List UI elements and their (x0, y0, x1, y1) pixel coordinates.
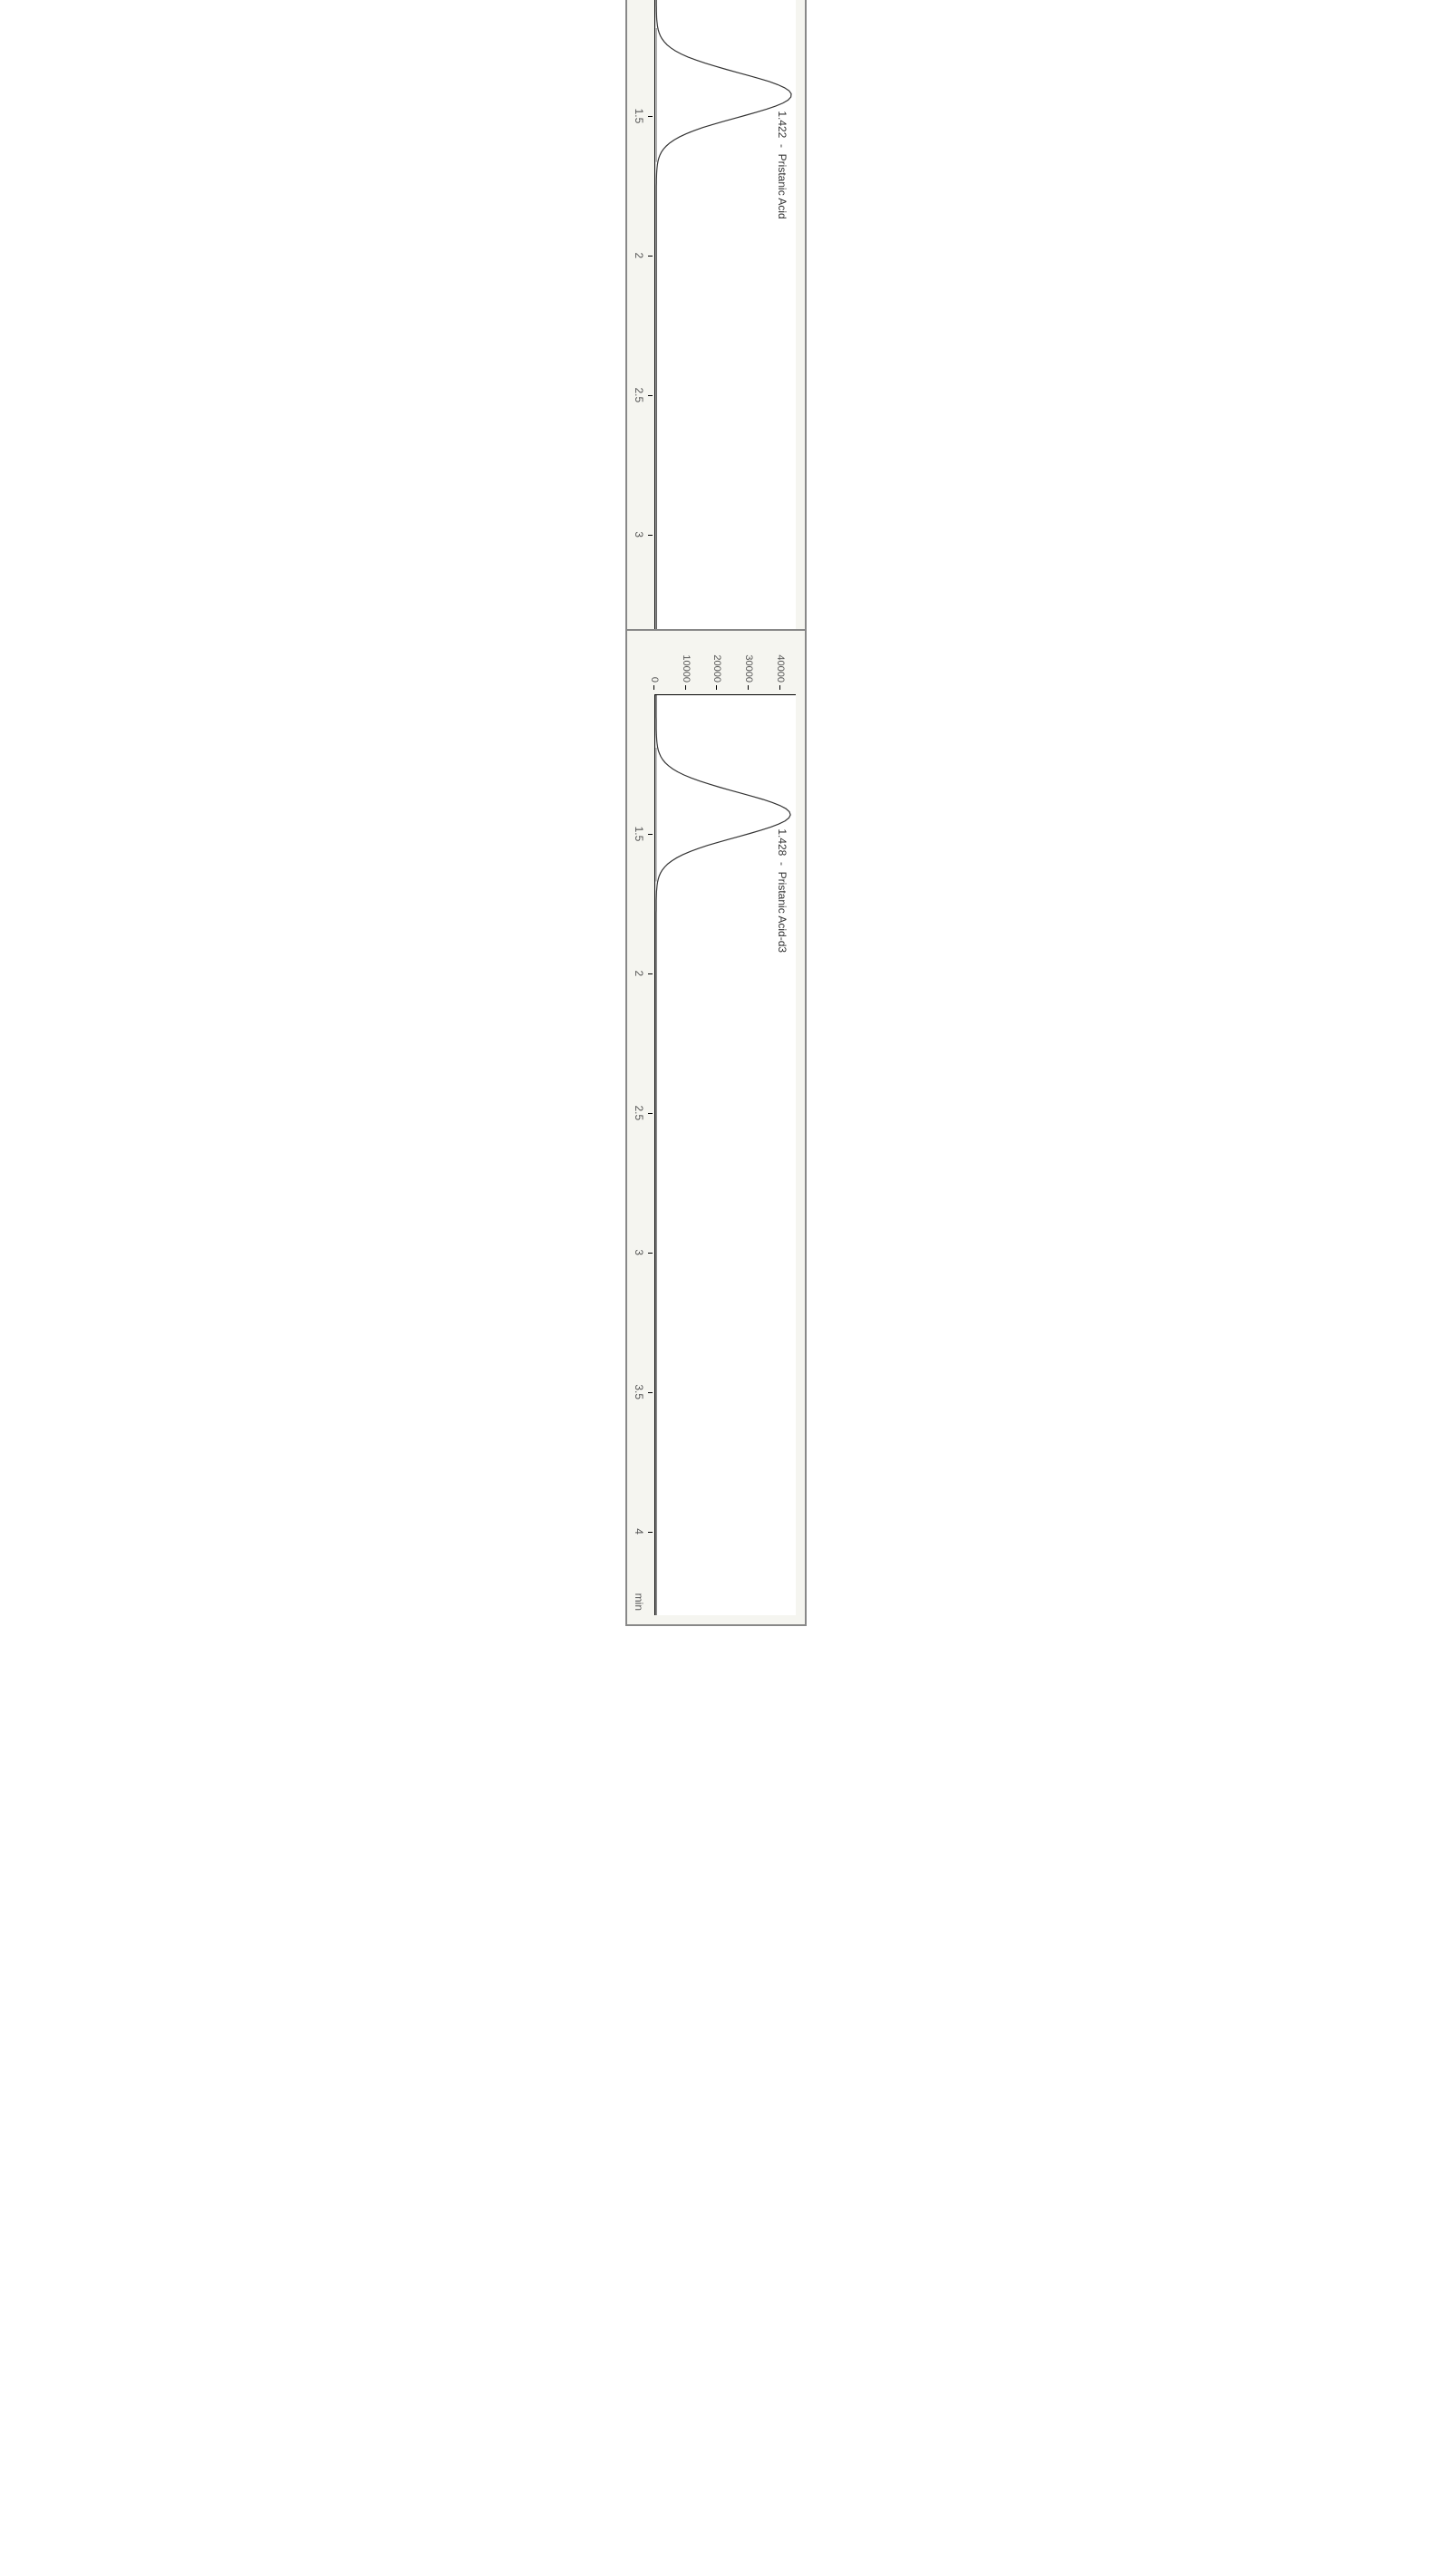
x-tick-mark (648, 1253, 653, 1254)
x-tick-label: 3 (633, 531, 645, 537)
x-tick-label: 2 (633, 971, 645, 977)
figure-block: FIG. 1A1.422 - Pristanic Acid05000010000… (36, 36, 1396, 500)
y-tick-mark (685, 685, 686, 690)
y-tick-label: 10000 (681, 654, 692, 683)
x-tick-label: 1.5 (633, 109, 645, 124)
y-tick-mark (716, 685, 717, 690)
y-tick-label: 20000 (711, 654, 722, 683)
y-tick-label: 30000 (743, 654, 754, 683)
x-axis-unit: min (633, 1593, 645, 1611)
peak-label: 1.428 - Pristanic Acid-d3 (776, 828, 789, 953)
chromatogram-panel: 1.428 - Pristanic Acid-d3 0 10000 20000 3000… (625, 629, 807, 1626)
y-tick-mark (779, 685, 780, 690)
x-tick-mark (648, 834, 653, 835)
x-tick-label: 4 (633, 1528, 645, 1535)
x-tick-label: 3 (633, 1249, 645, 1255)
x-tick-label: 2.5 (633, 1105, 645, 1120)
y-tick-label: 40000 (775, 654, 786, 683)
plot-area: 1.428 - Pristanic Acid-d3 (654, 694, 796, 1615)
y-axis: 010000200003000040000 (654, 631, 796, 690)
y-tick-mark (748, 685, 749, 690)
x-tick-mark (648, 1392, 653, 1393)
x-tick-label: 3.5 (633, 1384, 645, 1399)
y-tick-mark (653, 685, 654, 690)
peak-trace (655, 695, 796, 1615)
figure-block: FIG. 1B1.428 - Pristanic Acid-d301000020… (36, 754, 1396, 1218)
x-tick-mark (648, 395, 653, 396)
x-tick-mark (648, 973, 653, 974)
x-tick-label: 1.5 (633, 827, 645, 842)
x-tick-label: 2 (633, 253, 645, 259)
x-axis: 1.5 2 2.5 3 3.5 4 min (627, 694, 653, 1615)
x-tick-label: 2.5 (633, 387, 645, 402)
x-tick-mark (648, 116, 653, 117)
peak-label: 1.422 - Pristanic Acid (776, 111, 789, 218)
x-tick-mark (648, 1113, 653, 1114)
x-tick-mark (648, 1532, 653, 1533)
x-tick-mark (648, 256, 653, 257)
x-tick-mark (648, 535, 653, 536)
y-tick-label: 0 (649, 677, 660, 683)
